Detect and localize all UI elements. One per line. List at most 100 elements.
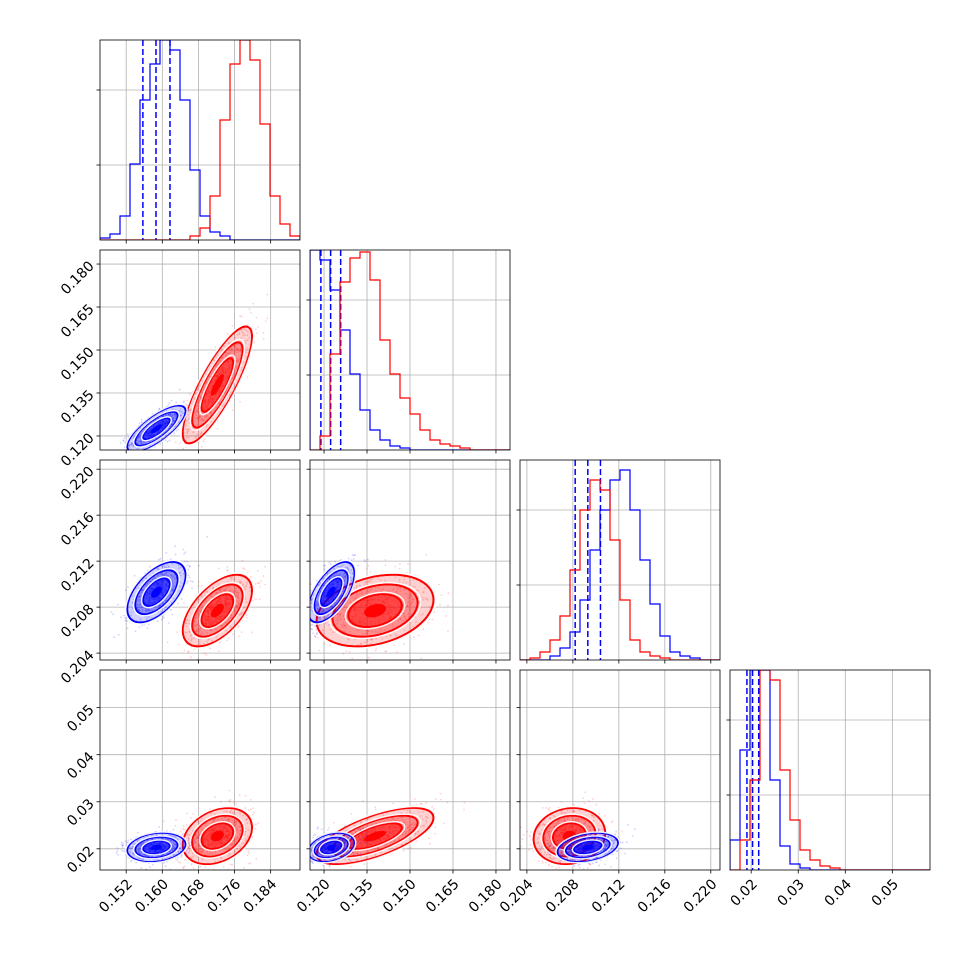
scatter-point: [236, 343, 239, 346]
scatter-point: [220, 800, 222, 803]
scatter-point: [359, 592, 362, 595]
contour-line: [347, 593, 403, 628]
scatter-point: [188, 872, 190, 874]
scatter-point: [179, 574, 182, 577]
scatter-point: [183, 649, 186, 652]
scatter-point: [238, 597, 240, 599]
scatter-point: [210, 595, 212, 598]
scatter-point: [348, 630, 351, 633]
panels-layer: [96, 39, 931, 874]
scatter-point: [256, 332, 258, 335]
scatter-point: [374, 649, 377, 652]
scatter-point: [112, 452, 114, 454]
scatter-point: [246, 616, 248, 619]
scatter-point: [197, 408, 200, 410]
scatter-point: [161, 565, 164, 568]
scatter-point: [324, 574, 327, 577]
scatter-point: [402, 619, 404, 622]
scatter-point: [227, 585, 230, 588]
scatter-point: [193, 602, 196, 605]
scatter-point: [200, 397, 203, 400]
scatter-point: [380, 665, 382, 667]
scatter-point: [169, 413, 172, 415]
scatter-point: [343, 624, 346, 627]
scatter-point: [187, 846, 190, 849]
scatter-point: [119, 442, 122, 444]
scatter-point: [180, 830, 182, 832]
scatter-point: [406, 605, 409, 607]
scatter-point: [120, 616, 122, 619]
scatter-point: [200, 633, 203, 636]
scatter-point: [439, 604, 441, 606]
scatter-point: [141, 589, 144, 591]
scatter-point: [192, 431, 195, 434]
scatter-point: [201, 828, 204, 830]
scatter-point: [221, 588, 224, 591]
scatter-point: [200, 595, 203, 598]
scatter-point: [196, 388, 199, 391]
scatter-point: [219, 641, 221, 644]
scatter-point: [179, 408, 182, 410]
scatter-point: [257, 326, 260, 328]
scatter-point: [146, 583, 149, 585]
contour-line: [319, 577, 343, 608]
scatter-point: [136, 448, 138, 450]
scatter-point: [216, 428, 219, 430]
scatter-point: [136, 606, 139, 609]
panel-content: [301, 460, 510, 667]
contour-halo: [124, 559, 188, 625]
scatter-point: [194, 838, 197, 841]
scatter-point: [328, 577, 330, 580]
scatter-point: [186, 431, 189, 433]
scatter-point: [244, 339, 247, 342]
scatter-point: [172, 575, 175, 578]
scatter-point: [112, 613, 115, 616]
scatter-point: [198, 399, 201, 402]
scatter-point: [187, 409, 190, 412]
scatter-point: [138, 440, 141, 442]
scatter-point: [220, 626, 223, 629]
scatter-point: [198, 416, 201, 418]
scatter-point: [239, 348, 242, 351]
scatter-point: [393, 644, 395, 646]
scatter-point: [236, 604, 239, 607]
scatter-point: [138, 608, 140, 611]
scatter-point: [352, 558, 355, 560]
scatter-point: [415, 589, 418, 591]
scatter-point: [230, 348, 233, 351]
scatter-point: [195, 614, 198, 617]
scatter-point: [236, 604, 238, 607]
scatter-point: [349, 565, 351, 567]
scatter-point: [179, 571, 181, 574]
scatter-point: [200, 432, 203, 435]
scatter-point: [349, 601, 352, 603]
scatter-point: [138, 436, 141, 439]
scatter-point: [196, 410, 199, 412]
scatter-point: [246, 854, 249, 857]
scatter-point: [158, 606, 160, 608]
scatter-point: [172, 585, 175, 587]
scatter-point: [172, 414, 174, 417]
scatter-point: [301, 622, 303, 624]
scatter-point: [316, 600, 318, 603]
scatter-point: [341, 564, 343, 567]
scatter-point: [131, 594, 134, 597]
scatter-point: [209, 420, 212, 423]
contour-line: [134, 569, 179, 616]
scatter-point: [336, 622, 339, 625]
scatter-point: [227, 847, 230, 849]
scatter-point: [149, 444, 152, 447]
scatter-point: [417, 589, 420, 592]
scatter-point: [141, 579, 144, 582]
scatter-point: [338, 573, 340, 576]
scatter-point: [236, 357, 238, 360]
scatter-point: [343, 575, 346, 578]
scatter-point: [244, 598, 247, 600]
scatter-point: [406, 593, 409, 595]
scatter-point: [228, 349, 231, 352]
scatter-point: [235, 605, 238, 608]
scatter-point: [422, 591, 424, 594]
scatter-point: [193, 619, 196, 622]
scatter-point: [212, 586, 215, 589]
scatter-point: [161, 415, 164, 418]
